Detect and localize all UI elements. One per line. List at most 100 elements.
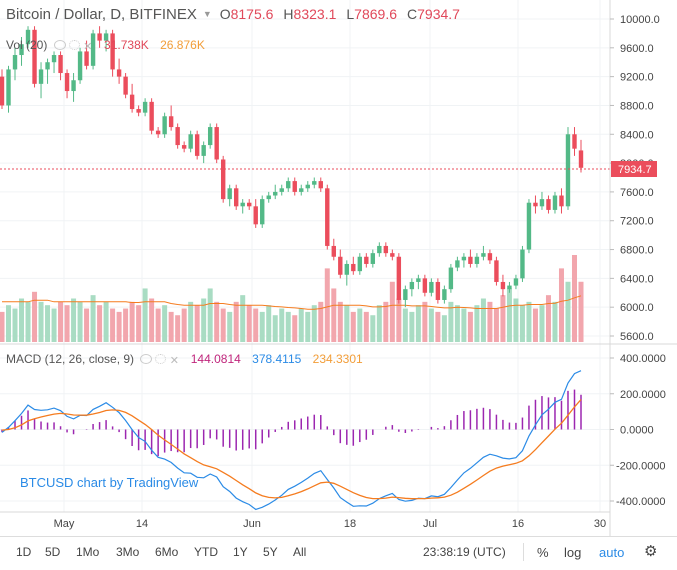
volume-bar <box>461 308 467 342</box>
timeframe-3mo[interactable]: 3Mo <box>116 545 140 559</box>
macd-tick-label: 400.0000 <box>620 353 666 365</box>
volume-label: Vol (20) <box>6 38 48 52</box>
volume-bar <box>58 301 64 342</box>
candle-body <box>207 127 213 146</box>
macd-label: MACD (12, 26, close, 9) <box>6 352 135 366</box>
macd-tick-label: 200.0000 <box>620 389 666 401</box>
volume-bar <box>467 311 473 342</box>
candle-body <box>500 281 506 290</box>
last-price-marker: 7934.7 <box>611 161 657 177</box>
volume-bar <box>409 311 415 342</box>
volume-bars <box>0 255 584 342</box>
volume-bar <box>396 298 402 342</box>
volume-bar <box>357 308 363 342</box>
watermark-link[interactable]: BTCUSD chart by TradingView <box>20 475 199 490</box>
timeframe-5d[interactable]: 5D <box>45 545 61 559</box>
volume-bar <box>448 301 454 342</box>
volume-bar <box>233 301 239 342</box>
volume-bar <box>422 301 428 342</box>
volume-bar <box>142 288 148 342</box>
volume-bar <box>97 305 103 342</box>
candle-body <box>331 245 336 257</box>
chevron-down-icon[interactable]: ▼ <box>202 9 212 19</box>
price-tick-label: 6000.0 <box>620 302 654 314</box>
volume-bar <box>240 295 246 342</box>
candle-body <box>273 191 278 196</box>
volume-bar <box>428 308 434 342</box>
candle-body <box>286 181 291 189</box>
candle-body <box>487 253 493 261</box>
candle-body <box>227 188 232 200</box>
price-tick-label: 6800.0 <box>620 245 654 257</box>
percent-toggle[interactable]: % <box>537 545 549 560</box>
macd-histogram-value: 144.0814 <box>190 352 241 366</box>
volume-ma-value: 26.876K <box>160 38 205 52</box>
utc-clock[interactable]: 23:38:19 (UTC) <box>423 545 506 559</box>
timeframe-6mo[interactable]: 6Mo <box>155 545 179 559</box>
volume-bar <box>552 301 558 342</box>
volume-bar <box>19 298 25 342</box>
auto-toggle[interactable]: auto <box>599 545 625 560</box>
timeframe-all[interactable]: All <box>293 545 307 559</box>
volume-bar <box>103 301 109 342</box>
volume-bar <box>344 305 350 342</box>
eye-icon[interactable] <box>53 40 66 50</box>
price-tick-label: 7600.0 <box>620 187 654 199</box>
candle-body <box>429 281 434 293</box>
timeframe-5y[interactable]: 5Y <box>263 545 278 559</box>
eye-icon[interactable] <box>140 354 153 364</box>
price-axis: 10000.09600.09200.08800.08400.08000.0760… <box>610 14 660 343</box>
candle-body <box>77 51 83 81</box>
timeframe-1y[interactable]: 1Y <box>233 545 248 559</box>
volume-bar <box>155 308 161 342</box>
volume-bar <box>532 308 538 342</box>
candle-body <box>201 145 206 156</box>
candle-body <box>468 256 473 264</box>
log-toggle[interactable]: log <box>564 545 582 560</box>
candle-body <box>383 245 389 254</box>
date-tick-label: 18 <box>344 518 356 530</box>
timeframe-ytd[interactable]: YTD <box>194 545 218 559</box>
gear-icon[interactable] <box>155 354 167 364</box>
candle-body <box>247 202 252 207</box>
date-tick-label: May <box>54 518 75 530</box>
macd-tick-label: -200.0000 <box>616 460 666 472</box>
timeframe-1mo[interactable]: 1Mo <box>76 545 100 559</box>
candle-body <box>38 69 44 84</box>
volume-bar <box>12 308 18 342</box>
volume-bar <box>331 288 337 342</box>
settings-gear-icon[interactable]: ⚙ <box>644 543 658 560</box>
volume-bar <box>227 311 233 342</box>
volume-bar <box>123 308 129 342</box>
date-tick-label: Jun <box>243 518 261 530</box>
candle-body <box>136 109 141 113</box>
candle-body <box>97 33 102 41</box>
candle-body <box>64 73 70 92</box>
volume-ma-line <box>2 295 582 310</box>
candle-body <box>162 116 167 135</box>
volume-bar <box>25 301 31 342</box>
timeframe-1d[interactable]: 1D <box>16 545 32 559</box>
candle-body <box>357 256 363 272</box>
candle-body <box>32 29 37 84</box>
candle-body <box>234 188 239 207</box>
candle-body <box>409 281 415 290</box>
candlesticks <box>0 26 584 308</box>
close-value: 7934.7 <box>417 6 460 22</box>
gear-icon[interactable] <box>68 40 80 50</box>
close-icon[interactable]: ✕ <box>83 41 93 53</box>
candle-body <box>84 51 89 66</box>
volume-bar <box>545 295 551 342</box>
symbol-title: Bitcoin / Dollar, D, BITFINEX <box>6 6 197 23</box>
macd-signal-value: 234.3301 <box>312 352 363 366</box>
volume-bar <box>565 281 571 342</box>
candle-body <box>253 206 258 225</box>
symbol-legend: Bitcoin / Dollar, D, BITFINEX ▼ O8175.6 H8… <box>6 6 470 23</box>
volume-bar <box>246 305 252 342</box>
volume-bar <box>539 305 545 342</box>
date-tick-label: 16 <box>512 518 524 530</box>
candle-body <box>12 55 18 70</box>
high-value: 8323.1 <box>293 6 337 22</box>
close-icon[interactable]: ✕ <box>169 355 179 367</box>
